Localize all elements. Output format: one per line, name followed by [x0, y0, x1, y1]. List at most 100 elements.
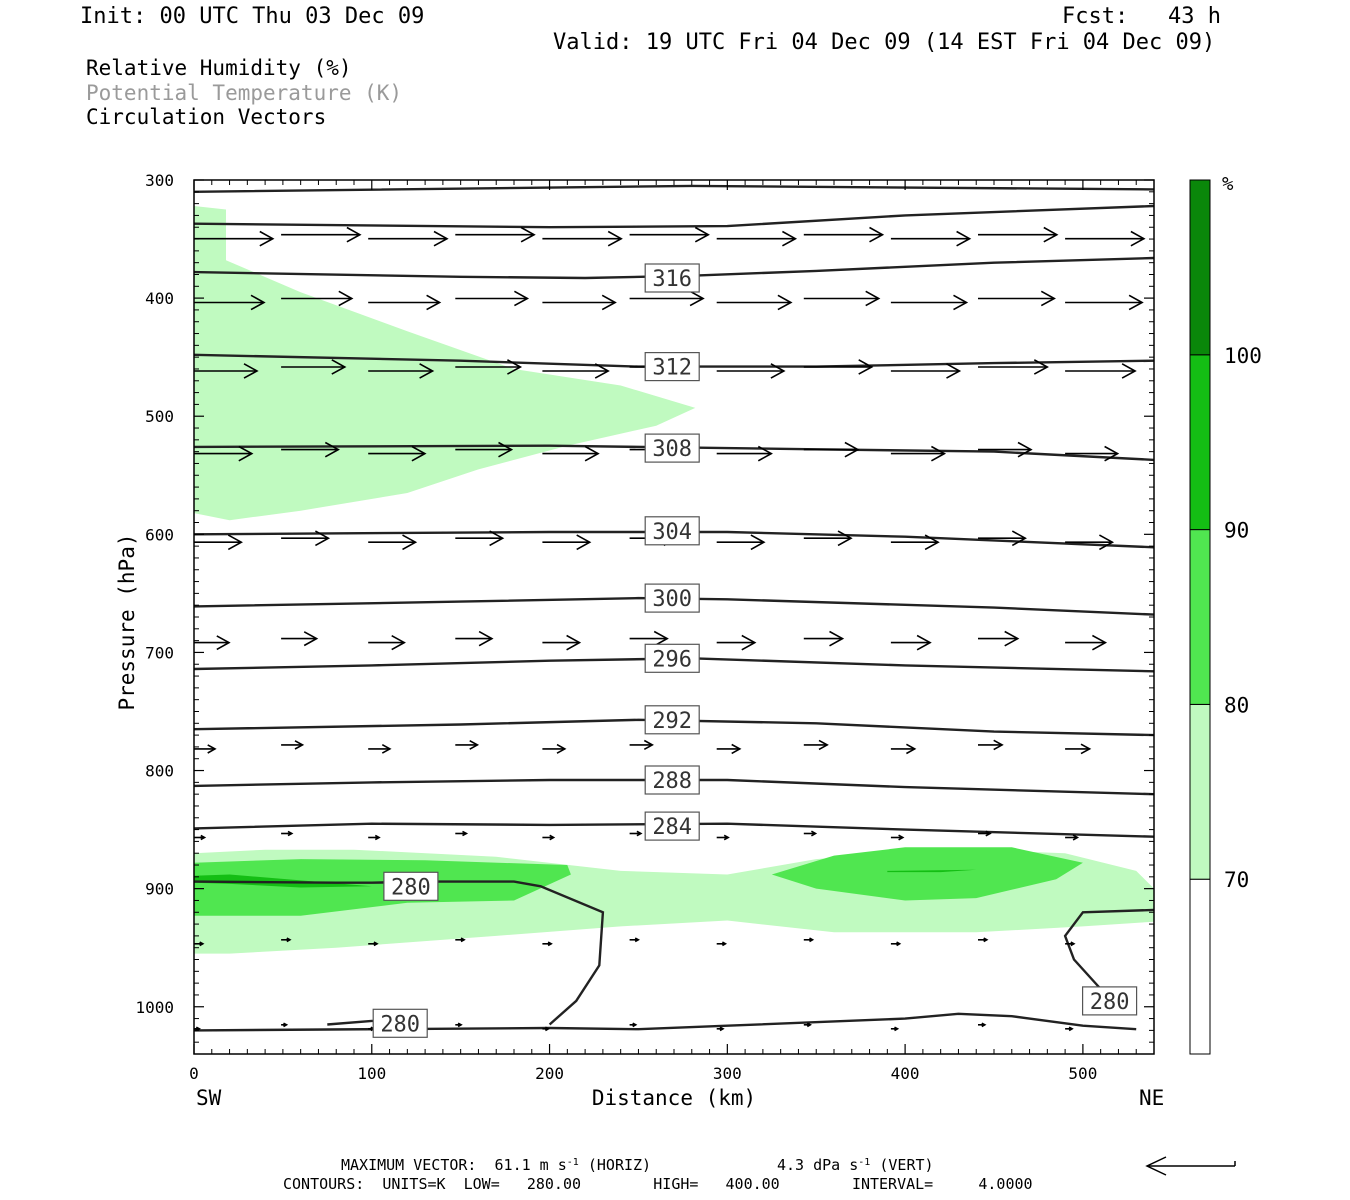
- valid-time: Valid: 19 UTC Fri 04 Dec 09 (14 EST Fri …: [553, 30, 1216, 55]
- vector-arrow: [978, 937, 989, 943]
- colorbar-label-90: 90: [1224, 519, 1249, 543]
- vector-arrow: [978, 290, 1056, 307]
- vector-head: [381, 743, 392, 754]
- vector-head: [898, 834, 905, 841]
- max-vector-vertical: 4.3 dPa s-1 (VERT): [777, 1156, 934, 1174]
- vector-arrow: [978, 630, 1020, 647]
- vector-head: [1092, 634, 1108, 651]
- vector-head: [894, 1026, 900, 1032]
- vector-arrow: [194, 534, 243, 551]
- vector-arrow: [629, 937, 640, 943]
- rh-region-70-0: [194, 206, 696, 521]
- vector-head: [844, 441, 860, 458]
- theta-contour-296-7: [194, 657, 1154, 673]
- vector-head: [259, 230, 275, 247]
- vector-head: [946, 363, 962, 379]
- vector-head: [719, 1026, 725, 1032]
- vector-head: [462, 830, 469, 837]
- x-tick-label-500: 500: [1068, 1064, 1097, 1083]
- vector-head: [547, 941, 553, 947]
- vector-arrow: [455, 441, 514, 458]
- vector-arrow: [281, 631, 319, 647]
- vector-head: [303, 631, 319, 647]
- colorbar-segment-4: [1189, 179, 1211, 356]
- vector-arrow: [455, 359, 523, 375]
- vector-arrow: [890, 230, 972, 247]
- vector-head: [689, 290, 705, 307]
- contour-label-box: [644, 516, 700, 546]
- vector-arrow: [890, 445, 947, 462]
- colorbar-unit: %: [1222, 173, 1234, 195]
- contour-label-box: [644, 263, 700, 293]
- vector-head: [931, 445, 947, 462]
- vector-arrow: [368, 834, 381, 841]
- x-tick-label-200: 200: [535, 1064, 564, 1083]
- vector-head: [286, 937, 292, 943]
- vector-arrow: [281, 359, 347, 375]
- vector-head: [576, 534, 592, 551]
- legend-potential-temperature: Potential Temperature (K): [86, 81, 403, 105]
- vector-head: [694, 226, 710, 243]
- vector-head: [514, 290, 530, 307]
- vector-arrow: [716, 634, 757, 651]
- axes-layer: 300 400 500 600 700 800 900 1000 0 100 200 300 400 50…: [135, 171, 1154, 1083]
- vector-head: [1121, 363, 1137, 379]
- vector-arrow: [455, 290, 530, 307]
- vector-arrow: [194, 744, 217, 754]
- rh-region-90-4: [194, 874, 372, 888]
- vector-arrow: [716, 743, 742, 755]
- colorbar-segment-1: [1189, 703, 1211, 880]
- vector-head: [643, 739, 654, 751]
- vector-head: [374, 834, 381, 841]
- vector-arrow: [716, 363, 786, 379]
- contour-label-280: 280: [391, 875, 431, 900]
- vector-arrow: [803, 830, 818, 837]
- vector-arrow: [978, 830, 992, 837]
- vector-head: [777, 294, 793, 311]
- vector-head: [200, 834, 207, 841]
- vector-head: [411, 445, 427, 462]
- y-tick-label-900: 900: [145, 880, 174, 899]
- vector-head: [460, 937, 466, 943]
- vector-head: [478, 630, 494, 647]
- vector-head: [283, 1022, 289, 1028]
- forecast-hour: Fcst: 43 h: [1062, 4, 1221, 29]
- vector-arrow: [281, 830, 294, 837]
- vector-head: [741, 634, 757, 651]
- vector-arrow: [1065, 230, 1146, 247]
- vector-head: [809, 937, 815, 943]
- theta-contour-288-9: [194, 778, 1154, 796]
- vector-head: [507, 359, 523, 375]
- vector-head: [287, 830, 294, 837]
- x-end-label-ne: NE: [1139, 1086, 1164, 1110]
- theta-contour-280-11: [194, 880, 605, 1026]
- vector-arrow: [194, 635, 231, 651]
- vector-arrow: [368, 941, 379, 947]
- theta-contour-304-5: [194, 530, 1154, 549]
- contour-label-box: [644, 765, 700, 795]
- vector-arrow: [978, 441, 1033, 458]
- vector-arrow: [890, 834, 905, 841]
- vector-head: [238, 445, 254, 462]
- contour-label-316: 316: [652, 267, 692, 292]
- vector-arrow: [716, 445, 773, 462]
- vector-head: [1128, 294, 1144, 311]
- vector-arrow: [803, 530, 853, 547]
- vector-arrow: [281, 441, 340, 458]
- vector-head: [402, 534, 418, 551]
- contour-label-box: [644, 705, 700, 735]
- vector-head: [731, 743, 742, 755]
- vector-arrow: [542, 230, 623, 247]
- vector-head: [469, 739, 480, 750]
- vector-head: [324, 441, 340, 458]
- vector-head: [634, 937, 640, 943]
- theta-contour-280-12: [194, 1012, 1137, 1032]
- theta-contour-312-3: [194, 353, 1154, 368]
- vector-head: [953, 294, 969, 311]
- contour-label-280: 280: [1090, 990, 1130, 1015]
- vector-arrow: [368, 294, 442, 311]
- vector-arrow: [542, 445, 600, 462]
- vector-head: [207, 744, 217, 754]
- colorbar-label-80: 80: [1224, 693, 1249, 717]
